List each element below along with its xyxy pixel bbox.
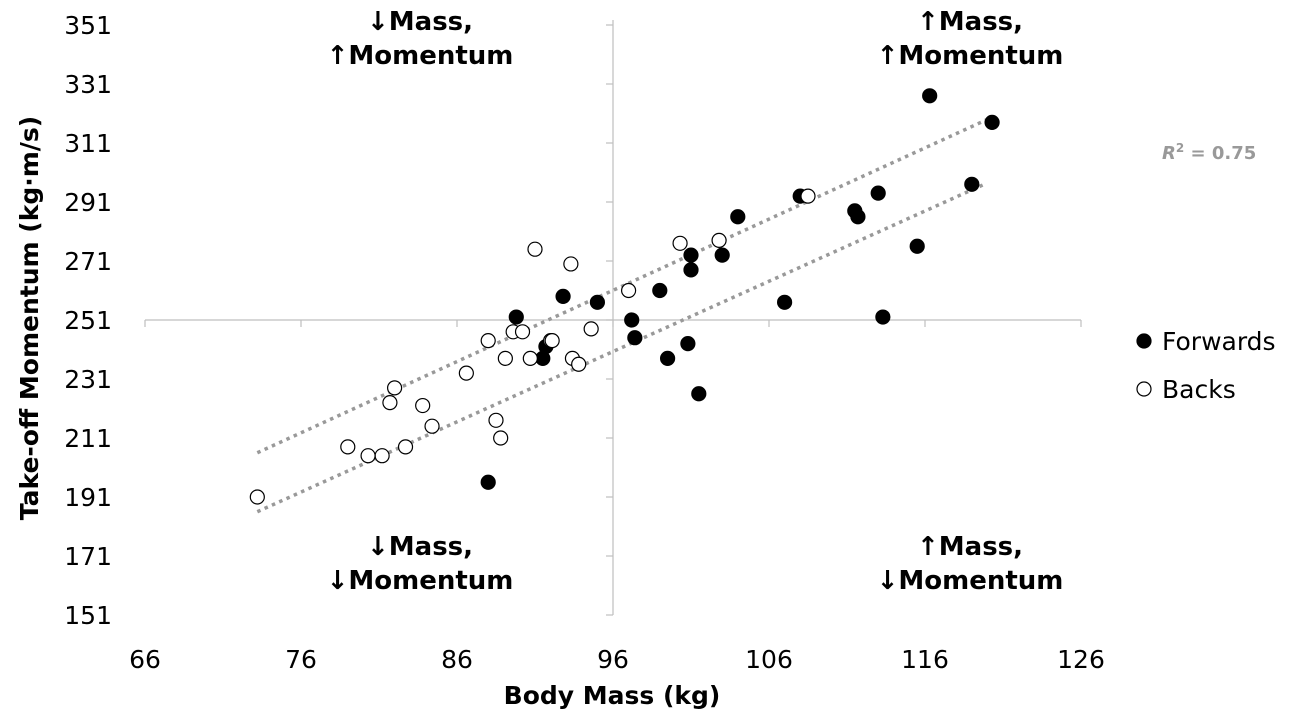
- point-forwards: [875, 309, 891, 325]
- point-forwards: [870, 185, 886, 201]
- x-tick-label: 66: [129, 645, 161, 674]
- point-forwards: [691, 386, 707, 402]
- point-forwards: [714, 247, 730, 263]
- point-backs: [387, 380, 403, 396]
- point-forwards: [652, 282, 668, 299]
- x-axis-ticks: 66 76 86 96 106 116 126: [129, 320, 1105, 674]
- point-backs: [493, 430, 509, 446]
- x-tick-label: 86: [441, 645, 473, 674]
- r-squared-label: R2 = 0.75: [1162, 141, 1256, 164]
- point-backs: [583, 321, 599, 337]
- x-tick-label: 126: [1057, 645, 1105, 674]
- x-tick-label: 76: [285, 645, 317, 674]
- point-forwards: [627, 330, 643, 346]
- y-axis-ticks: 151 171 191 211 231 251 271 291 311 331 351: [64, 11, 613, 630]
- point-backs: [360, 448, 376, 464]
- point-forwards: [555, 288, 571, 304]
- point-backs: [620, 282, 637, 299]
- point-backs: [415, 397, 431, 414]
- point-forwards: [659, 350, 676, 366]
- point-forwards: [850, 209, 866, 225]
- point-backs: [458, 365, 474, 381]
- point-forwards: [683, 247, 699, 263]
- x-tick-label: 106: [745, 645, 793, 674]
- y-tick-label: 211: [64, 424, 112, 453]
- legend-marker-forwards: [1136, 333, 1152, 349]
- legend-marker-backs: [1136, 381, 1152, 397]
- point-forwards: [683, 262, 699, 278]
- y-tick-label: 331: [64, 70, 112, 99]
- legend-label-forwards: Forwards: [1162, 327, 1276, 356]
- point-forwards: [680, 336, 696, 352]
- point-backs: [397, 439, 414, 455]
- q-bottom-left-line: ↓Momentum: [327, 566, 514, 596]
- x-tick-label: 96: [597, 645, 629, 674]
- point-backs: [480, 333, 496, 349]
- y-tick-label: 191: [64, 483, 112, 512]
- trendline-backs: [256, 117, 989, 455]
- point-backs: [488, 412, 504, 428]
- point-forwards: [624, 312, 640, 328]
- point-forwards: [922, 88, 938, 104]
- point-backs: [374, 448, 390, 464]
- q-bottom-left-line: ↓Mass,: [367, 532, 473, 562]
- reference-lines: [145, 20, 1081, 615]
- legend: Forwards Backs: [1136, 327, 1276, 404]
- point-backs: [800, 188, 816, 204]
- point-backs: [249, 489, 265, 505]
- point-forwards: [776, 294, 793, 310]
- y-axis-title: Take-off Momentum (kg·m/s): [15, 116, 44, 520]
- y-tick-label: 251: [64, 306, 112, 335]
- q-top-right-line: ↑Mass,: [917, 7, 1023, 37]
- point-backs: [544, 333, 560, 349]
- q-top-right-line: ↑Momentum: [877, 41, 1064, 71]
- point-forwards: [964, 176, 980, 192]
- y-tick-label: 311: [64, 129, 112, 158]
- point-backs: [522, 350, 538, 366]
- point-forwards: [984, 114, 1000, 130]
- point-forwards: [508, 309, 524, 325]
- point-backs: [340, 439, 356, 455]
- y-tick-label: 231: [64, 365, 112, 394]
- point-backs: [382, 395, 398, 411]
- x-axis-title: Body Mass (kg): [504, 681, 721, 710]
- point-forwards: [589, 294, 606, 310]
- trendline-forwards: [256, 182, 985, 514]
- y-tick-label: 351: [64, 11, 112, 40]
- point-forwards: [730, 209, 746, 225]
- q-top-left-line: ↑Momentum: [327, 41, 514, 71]
- point-backs: [563, 256, 579, 272]
- point-forwards: [480, 474, 496, 490]
- point-backs: [424, 418, 440, 434]
- y-tick-label: 271: [64, 247, 112, 276]
- y-tick-label: 171: [64, 542, 112, 571]
- point-forwards: [909, 238, 925, 254]
- point-backs: [497, 350, 513, 366]
- x-tick-label: 116: [901, 645, 949, 674]
- trendlines: [256, 117, 989, 514]
- data-points: [249, 88, 1000, 505]
- point-backs: [711, 232, 727, 248]
- q-top-left-line: ↓Mass,: [367, 7, 473, 37]
- y-tick-label: 291: [64, 188, 112, 217]
- point-backs: [527, 241, 543, 257]
- y-tick-label: 151: [64, 601, 112, 630]
- point-backs: [672, 235, 688, 251]
- legend-label-backs: Backs: [1162, 375, 1236, 404]
- quadrant-annotations: ↓Mass, ↑Momentum ↑Mass, ↑Momentum ↓Mass, ↓Mom…: [327, 7, 1064, 596]
- point-backs: [571, 356, 587, 372]
- point-backs: [514, 324, 531, 340]
- q-bottom-right-line: ↑Mass,: [917, 532, 1023, 562]
- q-bottom-right-line: ↓Momentum: [877, 566, 1064, 596]
